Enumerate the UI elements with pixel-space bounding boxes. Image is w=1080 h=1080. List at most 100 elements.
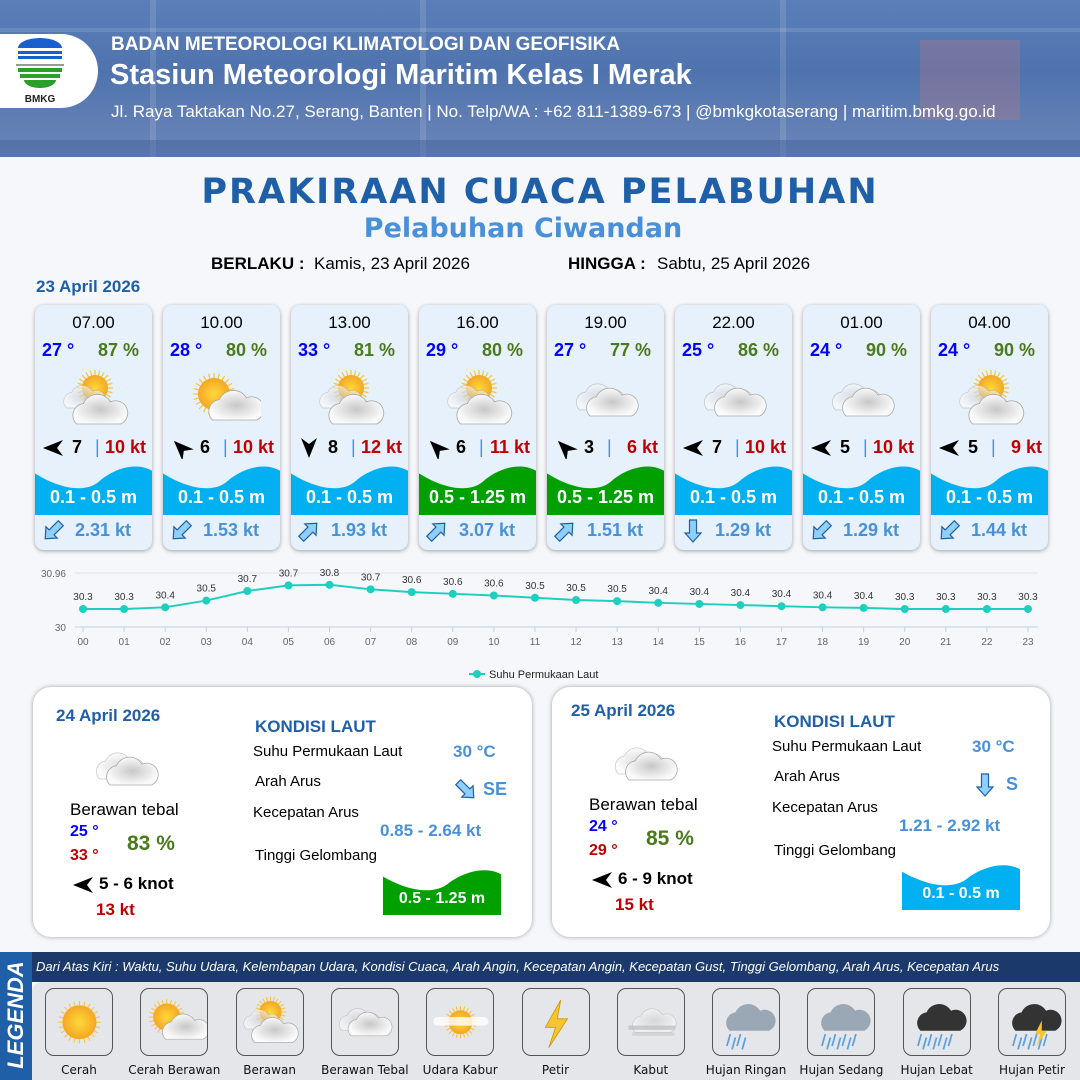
wind-speed: 5 [840, 437, 851, 457]
data-point [530, 593, 539, 602]
x-tick-label: 18 [817, 637, 829, 648]
berawan-weather-icon [954, 368, 1029, 433]
current-speed: 1.29 kt [843, 520, 900, 540]
data-point [243, 587, 252, 595]
x-tick-label: 23 [1022, 637, 1034, 648]
forecast-card: 16.00 29 ° 80 % 6 | 11 kt 0.5 - 1.25 m 3… [419, 305, 536, 550]
x-tick-label: 03 [201, 637, 213, 648]
gust-speed: 10 kt [232, 437, 274, 457]
forecast-card: 07.00 27 ° 87 % 7 | 10 kt 0.1 - 0.5 m 2.… [35, 305, 152, 550]
data-label: 30.4 [813, 590, 833, 601]
legend-marker [473, 670, 481, 678]
valid-from-value: Kamis, 23 April 2026 [314, 254, 470, 273]
forecast-time: 10.00 [200, 313, 243, 332]
wave-height: 0.5 - 1.25 m [428, 487, 527, 507]
data-point [284, 581, 293, 590]
legend-hujan-petir-icon [998, 988, 1066, 1056]
legend-berawan-tebal-icon [330, 988, 399, 1056]
wave-icon [35, 463, 152, 515]
current-direction-icon [936, 518, 962, 544]
x-tick-label: 12 [570, 637, 582, 648]
temp-min: 25 ° [70, 823, 99, 840]
valid-to-label: HINGGA : [568, 254, 646, 273]
current-speed-label: Kecepatan Arus [772, 799, 878, 816]
data-label: 30.3 [977, 592, 997, 603]
port-name: Pelabuhan Ciwandan [363, 213, 683, 244]
air-temp: 33 ° [298, 340, 331, 360]
data-label: 30.7 [238, 574, 258, 585]
forecast-time: 22.00 [712, 313, 755, 332]
current-direction-icon [424, 518, 450, 544]
data-label: 30.4 [731, 588, 751, 599]
gust-speed: 11 kt [489, 437, 530, 457]
data-label: 30.5 [566, 583, 586, 594]
agency-name: BADAN METEOROLOGI KLIMATOLOGI DAN GEOFIS… [111, 34, 621, 55]
daily-panel: 24 April 2026 Berawan tebal 25 ° 33 ° 83… [33, 687, 532, 937]
sst-value: 30 °C [972, 737, 1015, 756]
legend-udara-kabur-icon [426, 988, 495, 1056]
wind-speed: 7 [712, 437, 723, 457]
data-label: 30.5 [607, 584, 627, 595]
wind-speed: 6 - 9 knot [618, 869, 693, 888]
wind-speed: 6 [456, 437, 467, 457]
wave-height: 0.1 - 0.5 m [817, 487, 906, 507]
forecast-card: 13.00 33 ° 81 % 8 | 12 kt 0.1 - 0.5 m 1.… [291, 305, 408, 550]
humidity: 85 % [646, 827, 694, 850]
current-direction-icon [972, 772, 998, 803]
wave-icon [383, 867, 501, 915]
current-dir-label: Arah Arus [255, 773, 321, 790]
legend-hujan-ringan-icon [712, 988, 781, 1056]
wind-direction-icon [936, 437, 962, 459]
gust-speed: 15 kt [615, 895, 654, 914]
humidity: 80 % [225, 340, 267, 360]
condition-text: Berawan tebal [70, 800, 179, 819]
current-direction-icon [296, 518, 322, 544]
data-point [366, 585, 375, 594]
wind-speed: 8 [328, 437, 339, 457]
current-speed: 1.29 kt [715, 520, 772, 540]
data-label: 30.5 [197, 584, 217, 595]
current-speed: 1.51 kt [587, 520, 644, 540]
legend-desc: Dari Atas Kiri : Waktu, Suhu Udara, Kele… [36, 959, 1000, 974]
legend-label: Berawan Tebal [321, 1063, 409, 1077]
wind-direction-icon [808, 437, 834, 459]
data-point [489, 591, 498, 600]
wave-icon [291, 463, 408, 515]
legend-label: Hujan Ringan [705, 1063, 787, 1077]
berawan-tebal-weather-icon [826, 368, 901, 433]
x-tick-label: 04 [242, 637, 254, 648]
humidity: 87 % [97, 340, 139, 360]
svg-text:BMKG: BMKG [25, 94, 56, 105]
berawan-tebal-weather-icon [90, 737, 165, 807]
wave-icon [931, 463, 1048, 515]
contact-info: Jl. Raya Taktakan No.27, Serang, Banten … [111, 102, 996, 121]
data-label: 30.3 [936, 592, 956, 603]
berawan-weather-icon [314, 368, 389, 433]
legend-kabut-icon [616, 988, 685, 1056]
x-tick-label: 09 [447, 637, 459, 648]
legend-side: LEGENDA [0, 952, 32, 1080]
current-dir-value: S [1006, 774, 1019, 794]
legend-petir-icon [521, 988, 590, 1056]
berawan-tebal-weather-icon [609, 732, 684, 802]
separator: | [863, 437, 868, 457]
x-tick-label: 10 [488, 637, 500, 648]
wind-direction-icon [424, 437, 450, 461]
day1-date: 23 April 2026 [36, 277, 141, 296]
wave-height: 0.1 - 0.5 m [305, 487, 394, 507]
legend-label: Berawan [243, 1063, 296, 1077]
data-label: 30.4 [648, 586, 668, 597]
data-point [202, 596, 211, 605]
data-label: 30.3 [114, 592, 134, 603]
forecast-card: 19.00 27 ° 77 % 3 | 6 kt 0.5 - 1.25 m 1.… [547, 305, 664, 550]
forecast-time: 01.00 [840, 313, 883, 332]
legend-label: Hujan Sedang [799, 1063, 884, 1077]
wave-height: 0.5 - 1.25 m [556, 487, 655, 507]
legend-label: Petir [541, 1063, 570, 1077]
current-direction-icon [168, 518, 194, 544]
x-tick-label: 21 [940, 637, 952, 648]
data-label: 30.7 [279, 568, 299, 579]
gust-speed: 10 kt [104, 437, 146, 457]
forecast-time: 13.00 [328, 313, 371, 332]
wind-speed: 7 [72, 437, 83, 457]
